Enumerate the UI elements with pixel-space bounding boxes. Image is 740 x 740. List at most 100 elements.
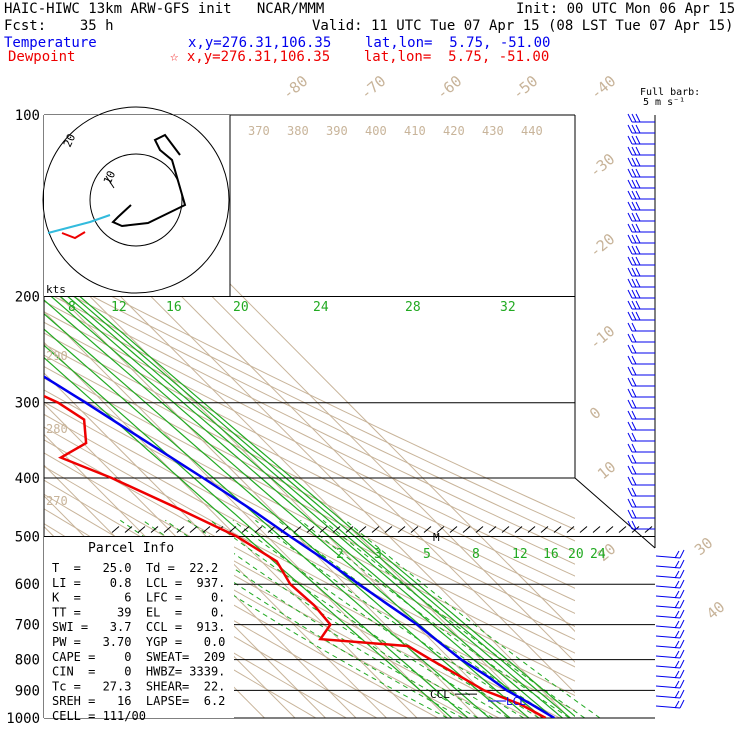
hodograph-ring	[42, 106, 230, 294]
mixing-ratio-label: 16	[166, 300, 182, 315]
hatch-mark	[592, 526, 601, 533]
pressure-label: 100	[15, 108, 40, 124]
dewpoint-profile	[44, 394, 547, 718]
hodograph: 10 20 kts	[42, 106, 231, 296]
dry-adiabat	[44, 452, 530, 718]
dry-adiabat	[44, 343, 575, 614]
hatch-mark	[241, 526, 250, 533]
hodograph-trace-surface	[61, 231, 86, 240]
theta-label: 270	[46, 494, 68, 508]
parcel-info-row: SREH = 16 LAPSE= 6.2	[52, 694, 225, 708]
hatch-mark	[228, 526, 237, 533]
wind-barb	[627, 168, 655, 178]
wind-barb	[627, 212, 655, 222]
dry-adiabat	[44, 401, 575, 682]
wind-barb	[627, 300, 655, 310]
hodograph-panel	[44, 115, 230, 296]
hatch-mark	[384, 526, 393, 533]
mixing-ratio-label: 8	[472, 547, 480, 562]
parcel-info-row: K = 6 LFC = 0.	[52, 591, 225, 605]
wind-barb	[627, 245, 655, 255]
hatch-mark	[501, 526, 510, 533]
hatch-mark	[605, 526, 614, 533]
wind-barb	[655, 669, 685, 679]
hatch-mark	[293, 526, 302, 533]
isotherm-label: -60	[433, 72, 465, 103]
pressure-label: 700	[15, 618, 40, 634]
hodograph-ring	[89, 153, 183, 247]
hatch-mark	[319, 526, 328, 533]
wind-barb	[627, 113, 655, 123]
parcel-info-row: CAPE = 0 SWEAT= 209	[52, 650, 225, 664]
parcel-info-row: SWI = 3.7 CCL = 913.	[52, 620, 225, 634]
dry-adiabat	[44, 332, 575, 602]
hodograph-ring-label: 10	[101, 169, 118, 187]
model-title: HAIC-HIWC 13km ARW-GFS init NCAR/MMM	[4, 1, 325, 17]
moist-adiabat	[322, 519, 586, 718]
hodograph-trace	[111, 133, 187, 228]
wind-barb	[627, 223, 655, 233]
hodograph-trace-low	[47, 214, 111, 234]
wind-barb	[627, 509, 655, 519]
hatch-mark	[514, 526, 523, 533]
dry-adiabat	[44, 389, 575, 668]
wind-barb	[627, 377, 655, 387]
dry-adiabat	[44, 354, 575, 627]
mixing-ratio-label: 3	[374, 547, 382, 562]
theta-label: 410	[404, 124, 426, 138]
wind-barb	[627, 355, 655, 365]
mixing-ratio-label: 2	[336, 547, 344, 562]
wind-barb	[627, 399, 655, 409]
theta-label: 280	[46, 422, 68, 436]
isotherm-label: 40	[703, 598, 728, 623]
isotherm-label: -30	[586, 150, 618, 181]
theta-label: 440	[521, 124, 543, 138]
hatch-mark	[423, 526, 432, 533]
theta-label: 430	[482, 124, 504, 138]
moist-adiabat	[345, 519, 601, 718]
parcel-info-box: Parcel Info T = 25.0 Td = 22.2LI = 0.8 LC…	[44, 537, 234, 723]
hatch-mark	[124, 526, 133, 533]
moist-adiabat	[232, 519, 525, 718]
hatch-mark	[345, 526, 354, 533]
hatch-mark	[176, 526, 185, 533]
wind-barb	[627, 179, 655, 189]
wind-barb	[627, 465, 655, 475]
dry-adiabat	[44, 260, 575, 519]
wind-barb	[627, 278, 655, 288]
hatch-mark	[332, 526, 341, 533]
theta-label: 380	[287, 124, 309, 138]
hatch-mark	[488, 526, 497, 533]
mixing-ratio-label: 20	[568, 547, 584, 562]
hatch-mark	[436, 526, 445, 533]
dry-adiabat	[44, 280, 575, 542]
moist-adiabat	[255, 519, 540, 718]
wind-barb	[627, 366, 655, 376]
theta-label: 420	[443, 124, 465, 138]
parcel-info-row: T = 25.0 Td = 22.2	[52, 561, 218, 575]
barb-legend-units: 5 m s⁻¹	[643, 97, 685, 108]
isotherm-label: -70	[357, 72, 389, 103]
barb-legend-title: Full barb:	[640, 87, 700, 98]
dry-adiabat	[44, 300, 575, 565]
hodograph-units: kts	[46, 283, 66, 296]
wind-barb	[655, 649, 685, 659]
hatch-mark	[202, 526, 211, 533]
wind-barb	[655, 629, 685, 639]
wind-barb	[627, 487, 655, 497]
mixing-ratio-label: 32	[500, 300, 516, 315]
temperature-profile	[44, 375, 555, 718]
dry-adiabat	[44, 321, 575, 589]
hatch-mark	[267, 526, 276, 533]
parcel-info-row: PW = 3.70 YGP = 0.0	[52, 635, 225, 649]
pressure-label: 900	[15, 683, 40, 699]
hatch-mark	[254, 526, 263, 533]
theta-label: 370	[248, 124, 270, 138]
moist-adiabat	[187, 519, 494, 718]
isotherm-label: 10	[594, 458, 619, 483]
wind-barb	[627, 289, 655, 299]
wind-barb	[655, 659, 685, 669]
init-time: Init: 00 UTC Mon 06 Apr 15	[516, 1, 736, 17]
wind-barb	[655, 639, 685, 649]
hatch-mark	[189, 526, 198, 533]
